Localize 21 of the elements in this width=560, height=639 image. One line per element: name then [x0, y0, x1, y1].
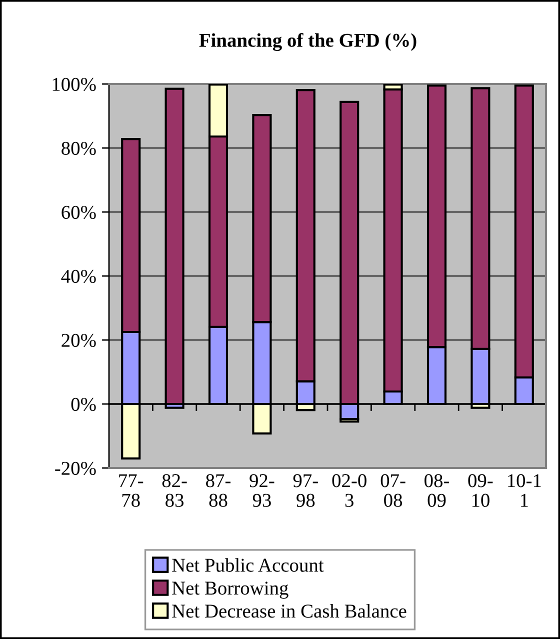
legend-label: Net Public Account	[172, 558, 324, 572]
x-tick-label: 97- 98	[293, 474, 318, 507]
x-tick-label: 87- 88	[206, 474, 231, 507]
y-tick-label: 20%	[62, 334, 96, 347]
x-tick-label: 10-1 1	[508, 474, 541, 507]
x-tick-label: 77- 78	[119, 474, 144, 507]
chart-title: Financing of the GFD (%)	[199, 33, 416, 51]
x-tick-label: 82- 83	[162, 474, 187, 507]
y-tick-label: 40%	[61, 270, 96, 283]
x-tick-label: 02-0 3	[332, 474, 366, 507]
y-tick-label: 0%	[71, 398, 96, 411]
x-tick-label: 07- 08	[380, 474, 406, 507]
y-tick-label: 80%	[62, 142, 96, 155]
legend-label: Net Borrowing	[172, 582, 288, 599]
y-tick-label: -20%	[55, 462, 96, 475]
y-tick-label: 100%	[52, 78, 96, 91]
x-tick-label: 08- 09	[424, 474, 450, 507]
y-tick-label: 60%	[62, 206, 96, 219]
x-tick-label: 92- 93	[250, 474, 274, 507]
legend-label: Net Decrease in Cash Balance	[172, 604, 406, 618]
x-tick-label: 09- 10	[468, 474, 493, 507]
